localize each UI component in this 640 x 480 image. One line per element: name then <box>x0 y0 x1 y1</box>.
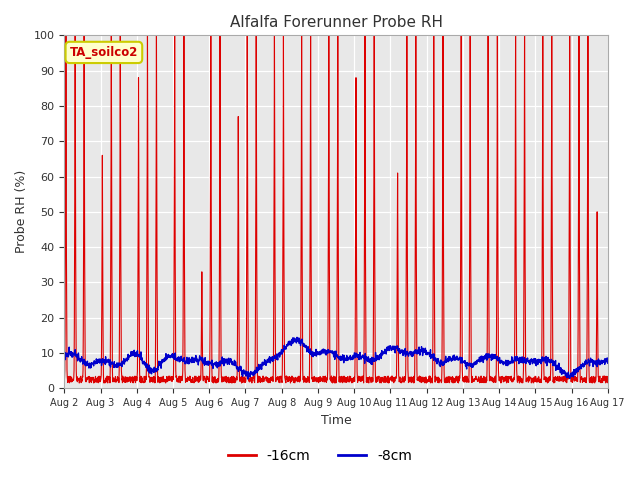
Title: Alfalfa Forerunner Probe RH: Alfalfa Forerunner Probe RH <box>230 15 442 30</box>
Y-axis label: Probe RH (%): Probe RH (%) <box>15 170 28 253</box>
X-axis label: Time: Time <box>321 414 351 427</box>
Legend: -16cm, -8cm: -16cm, -8cm <box>222 443 418 468</box>
Text: TA_soilco2: TA_soilco2 <box>70 46 138 59</box>
